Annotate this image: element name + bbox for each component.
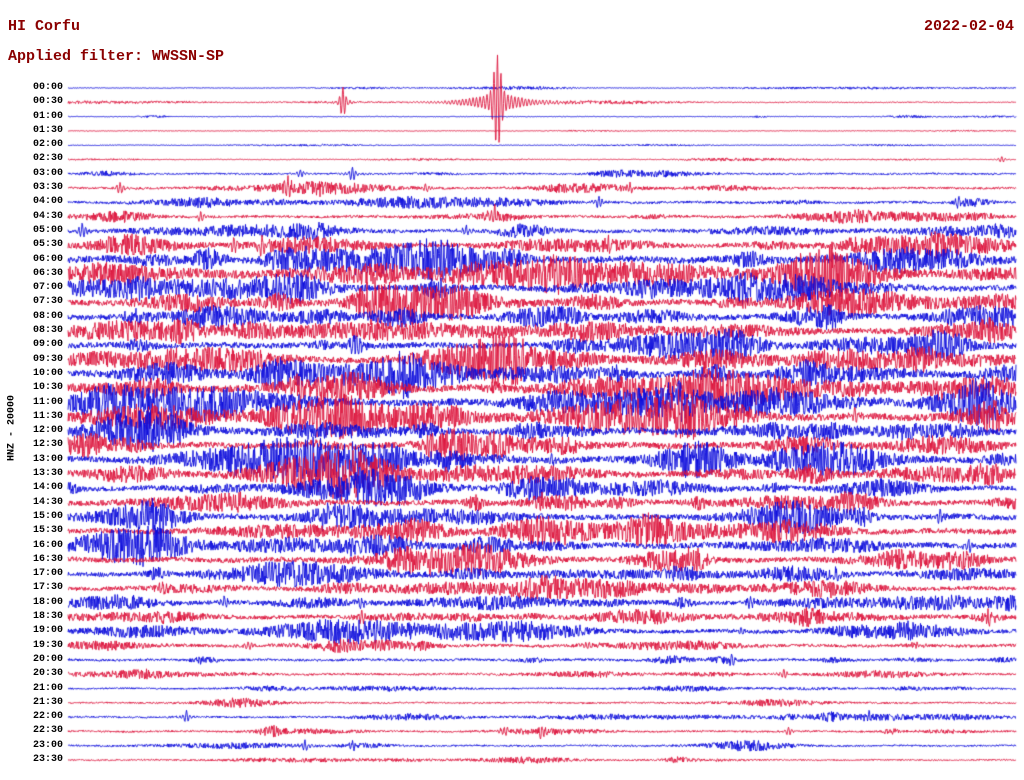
trace-time-label: 01:00 (32, 110, 63, 122)
trace-time-label: 18:00 (32, 596, 63, 608)
date-label: 2022-02-04 (923, 18, 1014, 35)
trace-time-label: 07:30 (32, 296, 63, 308)
trace-time-label: 14:00 (32, 482, 63, 494)
trace-time-label: 04:00 (32, 196, 63, 208)
trace-time-label: 08:30 (32, 325, 63, 337)
trace-time-label: 09:00 (32, 339, 63, 351)
trace-time-label: 10:30 (32, 382, 63, 394)
trace-time-label: 09:30 (32, 353, 63, 365)
trace-time-label: 07:00 (32, 282, 63, 294)
trace-time-label: 21:00 (32, 682, 63, 694)
trace-time-label: 13:00 (32, 453, 63, 465)
trace-time-label: 10:00 (32, 367, 63, 379)
trace-time-label: 16:00 (32, 539, 63, 551)
trace-time-label: 02:30 (32, 153, 63, 165)
trace-time-label: 17:30 (32, 582, 63, 594)
trace-time-label: 02:00 (32, 139, 63, 151)
trace-time-label: 19:30 (32, 639, 63, 651)
trace-time-label: 00:30 (32, 96, 63, 108)
trace-time-label: 17:00 (32, 568, 63, 580)
trace-time-label: 05:30 (32, 239, 63, 251)
trace-time-label: 03:30 (32, 182, 63, 194)
trace-time-label: 21:30 (32, 696, 63, 708)
trace-time-label: 00:00 (32, 82, 63, 93)
trace-time-label: 12:30 (32, 439, 63, 451)
trace-time-label: 06:30 (32, 267, 63, 279)
trace-time-label: 15:30 (32, 525, 63, 537)
trace-time-label: 16:30 (32, 553, 63, 565)
trace-time-label: 11:30 (32, 410, 63, 422)
trace-time-label: 22:30 (32, 725, 63, 737)
trace-time-label: 08:00 (32, 310, 63, 322)
trace-time-label: 05:00 (32, 224, 63, 236)
trace-time-label: 11:00 (32, 396, 63, 408)
trace-time-label: 22:00 (32, 711, 63, 723)
trace-time-label: 14:30 (32, 496, 63, 508)
station-title: HI Corfu (8, 18, 81, 35)
trace-time-label: 15:00 (32, 510, 63, 522)
trace-time-label: 20:30 (32, 668, 63, 680)
trace-time-label: 18:30 (32, 611, 63, 623)
trace-time-label: 23:30 (32, 754, 63, 765)
filter-label: Applied filter: WWSSN-SP (8, 48, 225, 65)
trace-time-label: 04:30 (32, 210, 63, 222)
trace-time-label: 03:00 (32, 167, 63, 179)
trace-time-label: 23:00 (32, 739, 63, 751)
trace-time-label: 06:00 (32, 253, 63, 265)
trace-time-label: 20:00 (32, 653, 63, 665)
trace-time-label: 13:30 (32, 468, 63, 480)
trace-time-label: 01:30 (32, 124, 63, 136)
trace-time-label: 19:00 (32, 625, 63, 637)
trace-time-label: 12:00 (32, 425, 63, 437)
